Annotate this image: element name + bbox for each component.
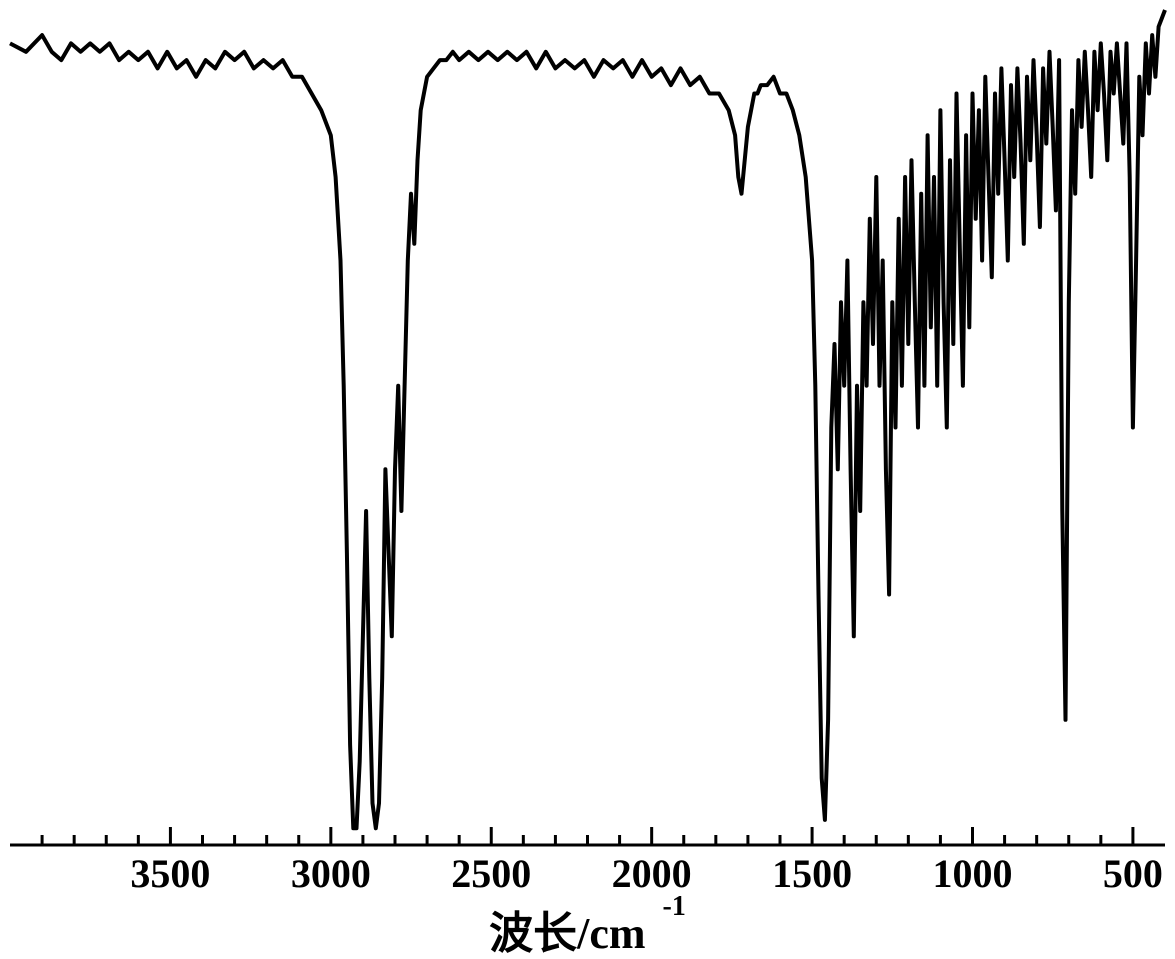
x-tick-label: 2500 <box>451 851 531 896</box>
x-tick-label: 500 <box>1103 851 1163 896</box>
x-tick-label: 2000 <box>612 851 692 896</box>
x-axis-title: 波长/cm -1 <box>489 891 686 959</box>
x-tick-label: 3500 <box>130 851 210 896</box>
x-axis: 3500 3000 2500 2000 1500 1000 500 <box>10 827 1165 896</box>
x-tick-label: 3000 <box>291 851 371 896</box>
x-axis-label: 波长/cm -1 <box>489 891 686 959</box>
x-tick-label: 1500 <box>772 851 852 896</box>
ir-spectrum-chart: 3500 3000 2500 2000 1500 1000 500 波长/cm -1 <box>0 0 1175 959</box>
spectrum-line <box>10 10 1165 828</box>
x-tick-label: 1000 <box>933 851 1013 896</box>
